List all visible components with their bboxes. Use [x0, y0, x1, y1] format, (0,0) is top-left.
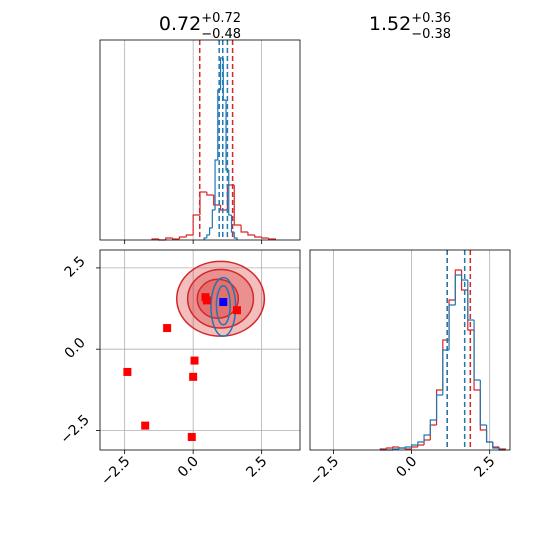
hist-bin — [417, 441, 425, 445]
point — [190, 356, 199, 365]
x-tick-label: 0.0 — [393, 454, 420, 481]
hist-bin — [233, 232, 238, 240]
hist-bin — [479, 380, 487, 426]
point — [232, 306, 241, 315]
hist-bin — [479, 390, 487, 431]
hist-bin — [423, 434, 431, 442]
panel-frame — [309, 249, 511, 451]
hist-bin — [392, 446, 400, 448]
hist-bin — [219, 205, 228, 211]
hist-bin — [492, 442, 500, 449]
hist-bin — [417, 444, 425, 447]
hist-bin — [206, 192, 214, 196]
hist-bin — [228, 170, 232, 216]
hist-bin — [410, 444, 418, 447]
hist-bin — [206, 234, 210, 238]
panel-frame — [99, 249, 301, 451]
point — [202, 296, 211, 305]
hist-bin — [199, 191, 207, 215]
x-tick-label: 0.0 — [175, 454, 202, 481]
hist-bin — [473, 330, 481, 391]
hist-bin — [192, 214, 200, 235]
hist-bin — [178, 236, 187, 239]
hist-bin — [225, 100, 229, 171]
hist-bin — [233, 185, 242, 226]
hist-bin — [460, 275, 468, 281]
hist-bin — [492, 442, 500, 448]
hist-bin — [404, 448, 412, 450]
title-plus: +0.72 — [201, 11, 241, 26]
panel-title: 1.52+0.36 — [369, 11, 451, 35]
y-tick-label: −2.5 — [57, 412, 92, 447]
y-tick-label: 2.5 — [62, 254, 89, 281]
hist-bin — [208, 227, 213, 235]
hist-bin — [398, 447, 406, 449]
hist-bin — [448, 304, 456, 350]
hist-bin — [230, 215, 235, 233]
hist-bin — [442, 349, 450, 395]
title-value: 0.72 — [159, 13, 201, 35]
hist-bin — [267, 238, 276, 240]
title-plus: +0.36 — [411, 11, 451, 26]
x-tick-label: 2.5 — [243, 454, 270, 481]
title-minus: −0.38 — [411, 27, 451, 42]
hist-bin — [261, 237, 269, 239]
hist-bin — [211, 209, 216, 228]
title-minus: −0.48 — [201, 27, 241, 42]
point — [123, 367, 132, 376]
hist-bin — [435, 394, 443, 420]
hist-bin — [222, 58, 227, 101]
contour — [215, 285, 231, 326]
hist-bin — [442, 339, 450, 390]
x-tick-label: −2.5 — [307, 454, 342, 489]
panel-frame — [99, 39, 301, 241]
hist-bin — [165, 237, 173, 240]
hist-bin — [385, 447, 393, 449]
hist-bin — [454, 274, 462, 305]
hist-bin — [203, 237, 207, 240]
hist-bin — [254, 235, 262, 238]
y-tick-label: 0.0 — [62, 335, 89, 362]
title-value: 1.52 — [369, 13, 411, 35]
x-tick-label: 2.5 — [471, 454, 498, 481]
point — [219, 298, 228, 307]
hist-bin — [214, 159, 218, 210]
hist-bin — [485, 425, 493, 443]
point — [187, 432, 196, 441]
hist-bin — [467, 280, 475, 321]
hist-bin — [429, 419, 437, 435]
hist-bin — [240, 225, 248, 233]
point — [189, 372, 198, 381]
point — [163, 324, 172, 333]
hist-bin — [172, 238, 180, 240]
hist-bin — [185, 234, 194, 237]
hist-bin — [404, 446, 412, 448]
hist-bin — [213, 195, 221, 206]
hist-bin — [247, 232, 255, 236]
point — [141, 421, 150, 430]
hist-bin — [410, 446, 418, 449]
hist-bin — [423, 439, 431, 445]
hist-bin — [473, 320, 481, 381]
hist-bin — [429, 424, 437, 440]
x-tick-label: −2.5 — [98, 454, 133, 489]
panel-title: 0.72+0.72 — [159, 11, 241, 35]
hist-bin — [448, 299, 456, 340]
